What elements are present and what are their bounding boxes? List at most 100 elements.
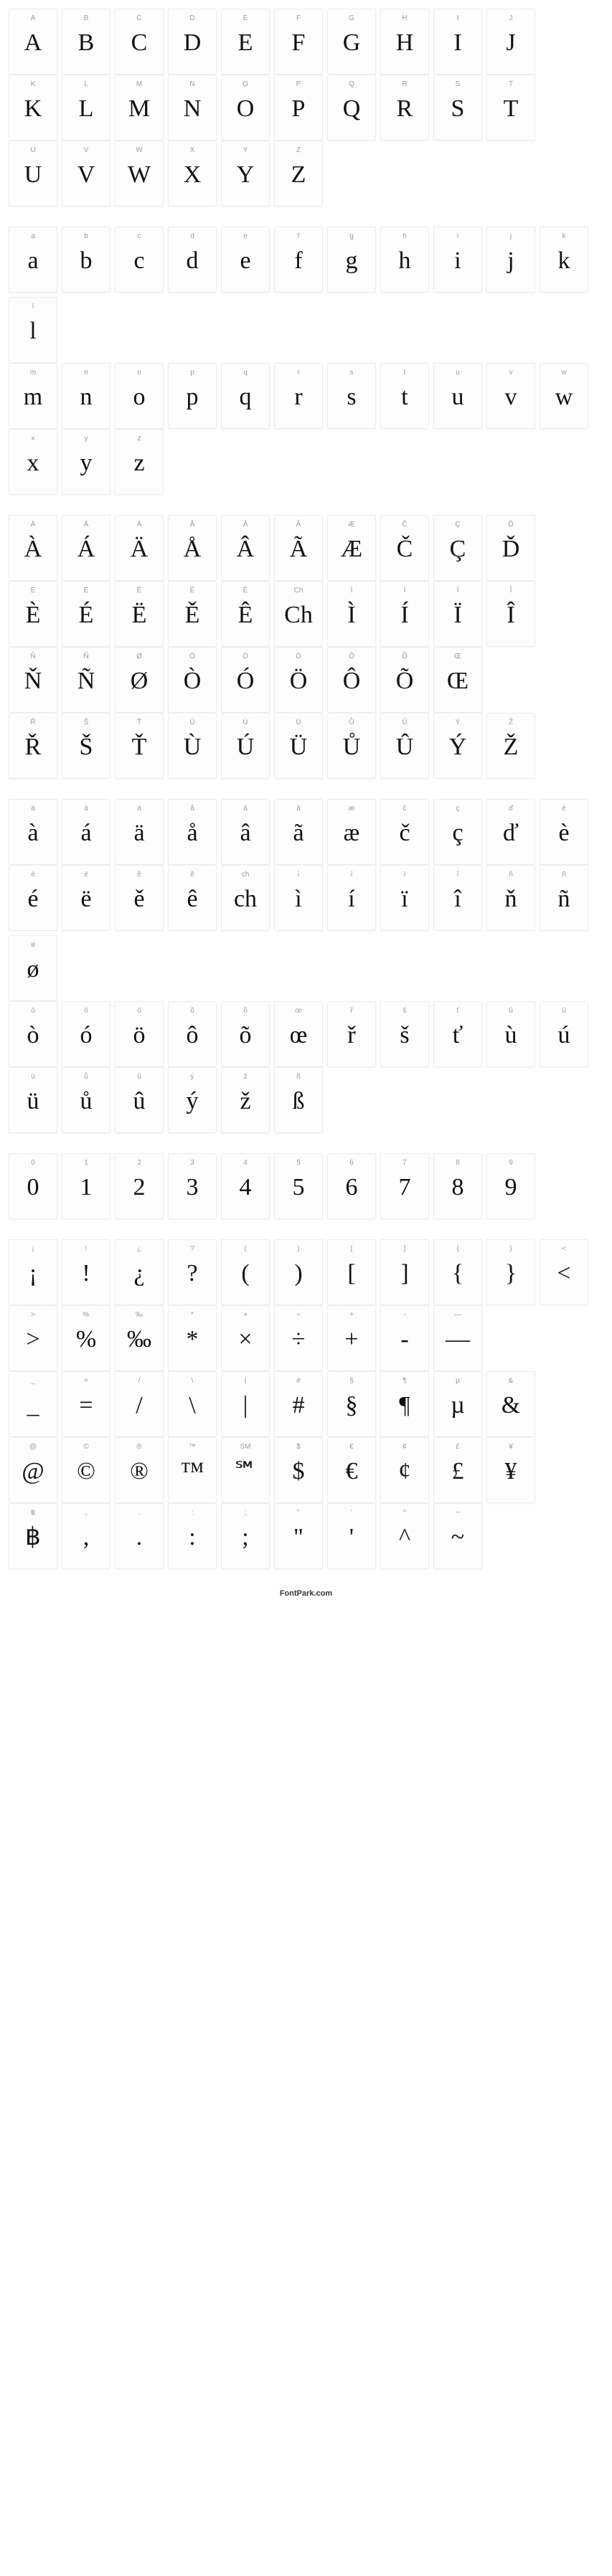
glyph-cell[interactable]: uu <box>433 363 482 429</box>
glyph-cell[interactable]: xx <box>9 429 57 495</box>
glyph-cell[interactable]: ChCh <box>274 581 323 647</box>
glyph-cell[interactable]: 33 <box>168 1153 217 1219</box>
glyph-cell[interactable]: ¡¡ <box>9 1239 57 1305</box>
glyph-cell[interactable]: žž <box>221 1067 270 1133</box>
glyph-cell[interactable]: ââ <box>221 799 270 865</box>
glyph-cell[interactable]: (( <box>221 1239 270 1305</box>
glyph-cell[interactable]: 99 <box>486 1153 535 1219</box>
glyph-cell[interactable]: ýý <box>168 1067 217 1133</box>
glyph-cell[interactable]: ++ <box>327 1305 376 1371</box>
glyph-cell[interactable]: ŒŒ <box>433 647 482 713</box>
glyph-cell[interactable]: // <box>115 1371 164 1437</box>
glyph-cell[interactable]: àà <box>9 799 57 865</box>
glyph-cell[interactable]: ÃÃ <box>274 515 323 581</box>
glyph-cell[interactable]: >> <box>9 1305 57 1371</box>
glyph-cell[interactable]: ÊÊ <box>221 581 270 647</box>
glyph-cell[interactable]: šš <box>380 1001 429 1067</box>
glyph-cell[interactable]: ## <box>274 1371 323 1437</box>
glyph-cell[interactable]: dd <box>168 227 217 293</box>
glyph-cell[interactable]: ©© <box>62 1437 110 1503</box>
glyph-cell[interactable]: 88 <box>433 1153 482 1219</box>
glyph-cell[interactable]: RR <box>380 75 429 141</box>
glyph-cell[interactable]: EE <box>221 9 270 75</box>
glyph-cell[interactable]: ZZ <box>274 141 323 207</box>
glyph-cell[interactable]: OO <box>221 75 270 141</box>
glyph-cell[interactable]: ¿¿ <box>115 1239 164 1305</box>
glyph-cell[interactable]: HH <box>380 9 429 75</box>
glyph-cell[interactable]: åå <box>168 799 217 865</box>
glyph-cell[interactable]: ÆÆ <box>327 515 376 581</box>
glyph-cell[interactable]: ææ <box>327 799 376 865</box>
glyph-cell[interactable]: ÚÚ <box>221 713 270 779</box>
glyph-cell[interactable]: ÎÎ <box>486 581 535 647</box>
glyph-cell[interactable]: ss <box>327 363 376 429</box>
glyph-cell[interactable]: ïï <box>380 865 429 931</box>
glyph-cell[interactable]: ?? <box>168 1239 217 1305</box>
glyph-cell[interactable]: œœ <box>274 1001 323 1067</box>
glyph-cell[interactable]: XX <box>168 141 217 207</box>
glyph-cell[interactable]: óó <box>62 1001 110 1067</box>
glyph-cell[interactable]: ßß <box>274 1067 323 1133</box>
glyph-cell[interactable]: KK <box>9 75 57 141</box>
glyph-cell[interactable]: ØØ <box>115 647 164 713</box>
glyph-cell[interactable]: õõ <box>221 1001 270 1067</box>
glyph-cell[interactable]: zz <box>115 429 164 495</box>
glyph-cell[interactable]: ÉÉ <box>62 581 110 647</box>
glyph-cell[interactable]: ** <box>168 1305 217 1371</box>
glyph-cell[interactable]: $$ <box>274 1437 323 1503</box>
glyph-cell[interactable]: ŇŇ <box>9 647 57 713</box>
glyph-cell[interactable]: QQ <box>327 75 376 141</box>
glyph-cell[interactable]: ÓÓ <box>221 647 270 713</box>
glyph-cell[interactable]: UU <box>9 141 57 207</box>
glyph-cell[interactable]: öö <box>115 1001 164 1067</box>
glyph-cell[interactable]: ÁÁ <box>62 515 110 581</box>
glyph-cell[interactable]: ďď <box>486 799 535 865</box>
glyph-cell[interactable]: ňň <box>486 865 535 931</box>
glyph-cell[interactable]: aa <box>9 227 57 293</box>
glyph-cell[interactable]: îî <box>433 865 482 931</box>
glyph-cell[interactable]: WW <box>115 141 164 207</box>
glyph-cell[interactable]: && <box>486 1371 535 1437</box>
glyph-cell[interactable]: ÜÜ <box>274 713 323 779</box>
glyph-cell[interactable]: ûû <box>115 1067 164 1133</box>
glyph-cell[interactable]: VV <box>62 141 110 207</box>
glyph-cell[interactable]: rr <box>274 363 323 429</box>
glyph-cell[interactable]: řř <box>327 1001 376 1067</box>
glyph-cell[interactable]: ÈÈ <box>9 581 57 647</box>
glyph-cell[interactable]: chch <box>221 865 270 931</box>
glyph-cell[interactable]: ~~ <box>433 1503 482 1569</box>
glyph-cell[interactable]: ŠŠ <box>62 713 110 779</box>
glyph-cell[interactable]: SM℠ <box>221 1437 270 1503</box>
glyph-cell[interactable]: TT <box>486 75 535 141</box>
glyph-cell[interactable]: ŽŽ <box>486 713 535 779</box>
glyph-cell[interactable]: ¶¶ <box>380 1371 429 1437</box>
glyph-cell[interactable]: øø <box>9 935 57 1001</box>
glyph-cell[interactable]: ×× <box>221 1305 270 1371</box>
glyph-cell[interactable]: ÇÇ <box>433 515 482 581</box>
glyph-cell[interactable]: ÀÀ <box>9 515 57 581</box>
glyph-cell[interactable]: ŘŘ <box>9 713 57 779</box>
glyph-cell[interactable]: ČČ <box>380 515 429 581</box>
glyph-cell[interactable]: ee <box>221 227 270 293</box>
glyph-cell[interactable]: MM <box>115 75 164 141</box>
glyph-cell[interactable]: ¢¢ <box>380 1437 429 1503</box>
glyph-cell[interactable]: '' <box>327 1503 376 1569</box>
glyph-cell[interactable]: ÍÍ <box>380 581 429 647</box>
glyph-cell[interactable]: 00 <box>9 1153 57 1219</box>
glyph-cell[interactable]: ÷÷ <box>274 1305 323 1371</box>
glyph-cell[interactable]: úú <box>540 1001 588 1067</box>
glyph-cell[interactable]: êê <box>168 865 217 931</box>
glyph-cell[interactable]: ÄÄ <box>115 515 164 581</box>
glyph-cell[interactable]: ËË <box>115 581 164 647</box>
glyph-cell[interactable]: YY <box>221 141 270 207</box>
glyph-cell[interactable]: JJ <box>486 9 535 75</box>
glyph-cell[interactable]: ÝÝ <box>433 713 482 779</box>
glyph-cell[interactable]: 77 <box>380 1153 429 1219</box>
glyph-cell[interactable]: CC <box>115 9 164 75</box>
glyph-cell[interactable]: nn <box>62 363 110 429</box>
glyph-cell[interactable]: ůů <box>62 1067 110 1133</box>
glyph-cell[interactable]: LL <box>62 75 110 141</box>
glyph-cell[interactable]: || <box>221 1371 270 1437</box>
glyph-cell[interactable]: :: <box>168 1503 217 1569</box>
glyph-cell[interactable]: ÂÂ <box>221 515 270 581</box>
